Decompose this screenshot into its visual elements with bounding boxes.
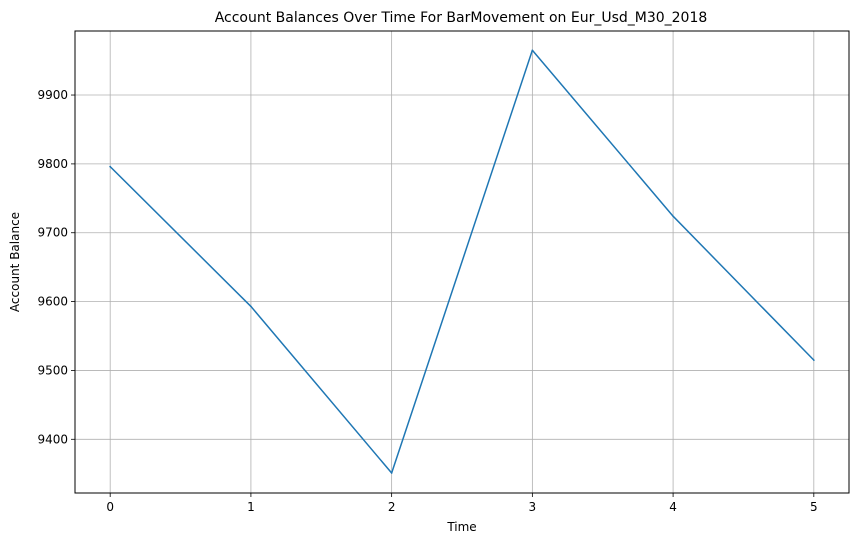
y-tick-label: 9400 bbox=[37, 432, 68, 446]
y-tick-label: 9500 bbox=[37, 363, 68, 377]
x-tick-label: 4 bbox=[669, 500, 677, 514]
data-point bbox=[531, 49, 534, 52]
x-axis-label: Time bbox=[446, 520, 476, 534]
data-point bbox=[672, 215, 674, 217]
data-point bbox=[813, 359, 815, 361]
y-axis-label: Account Balance bbox=[8, 212, 22, 312]
y-tick-label: 9700 bbox=[37, 226, 68, 240]
grid bbox=[75, 31, 849, 493]
plot-frame bbox=[74, 30, 850, 494]
x-tick-label: 3 bbox=[529, 500, 537, 514]
data-point bbox=[109, 165, 111, 168]
y-tick-label: 9900 bbox=[37, 88, 68, 102]
x-tick-label: 1 bbox=[247, 500, 255, 514]
x-tick-label: 2 bbox=[388, 500, 396, 514]
data-point bbox=[250, 305, 252, 308]
data-point bbox=[390, 472, 393, 474]
series-line bbox=[109, 49, 815, 474]
chart-title: Account Balances Over Time For BarMoveme… bbox=[215, 10, 708, 26]
x-tick-label: 0 bbox=[106, 500, 114, 514]
y-tick-label: 9800 bbox=[37, 157, 68, 171]
x-tick-label: 5 bbox=[810, 500, 818, 514]
series-layer bbox=[109, 49, 815, 474]
y-tick-label: 9600 bbox=[37, 295, 68, 309]
ticks: 0 1 2 3 4 5 9400 9500 9600 9700 9800 9900 bbox=[37, 88, 817, 514]
